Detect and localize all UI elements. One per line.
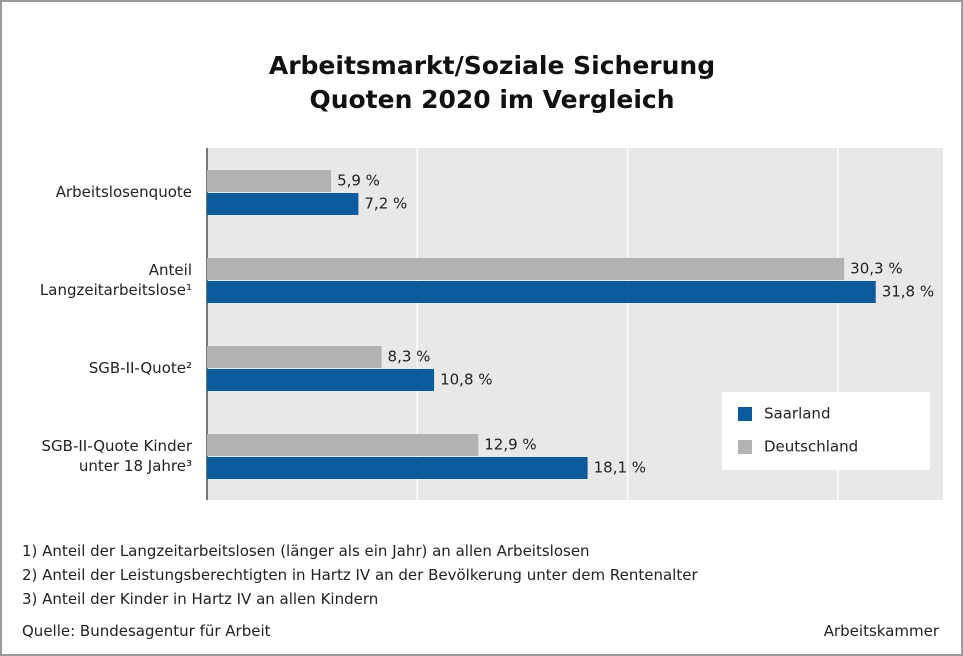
footnote: 3) Anteil der Kinder in Hartz IV an alle… — [22, 590, 379, 608]
chart-subtitle: Quoten 2020 im Vergleich — [309, 85, 674, 114]
value-label: 8,3 % — [388, 348, 431, 366]
bar — [207, 346, 382, 368]
legend-label: Deutschland — [764, 438, 858, 456]
category-label: SGB-II-Quote Kinder unter 18 Jahre³ — [41, 437, 192, 475]
bar — [207, 457, 588, 479]
bar — [207, 369, 435, 391]
legend-box — [722, 392, 930, 470]
value-label: 18,1 % — [594, 459, 646, 477]
bar — [207, 434, 479, 456]
category-label: Anteil Langzeitarbeitslose¹ — [39, 261, 192, 299]
category-label: Arbeitslosenquote — [55, 183, 192, 201]
value-label: 5,9 % — [337, 172, 380, 190]
value-label: 12,9 % — [484, 436, 536, 454]
bar — [207, 193, 359, 215]
legend-swatch — [738, 440, 752, 454]
legend-label: Saarland — [764, 405, 830, 423]
credit: Arbeitskammer — [823, 622, 939, 640]
bar — [207, 170, 332, 192]
value-label: 30,3 % — [850, 260, 902, 278]
footnote: 2) Anteil der Leistungsberechtigten in H… — [22, 566, 698, 584]
footnote: 1) Anteil der Langzeitarbeitslosen (läng… — [22, 542, 590, 560]
value-label: 7,2 % — [364, 195, 407, 213]
legend-swatch — [738, 407, 752, 421]
source: Quelle: Bundesagentur für Arbeit — [22, 622, 271, 640]
bar — [207, 281, 876, 303]
value-label: 31,8 % — [882, 283, 934, 301]
bar — [207, 258, 845, 280]
chart-title: Arbeitsmarkt/Soziale Sicherung — [269, 51, 715, 80]
value-label: 10,8 % — [440, 371, 492, 389]
category-label: SGB-II-Quote² — [88, 359, 192, 377]
